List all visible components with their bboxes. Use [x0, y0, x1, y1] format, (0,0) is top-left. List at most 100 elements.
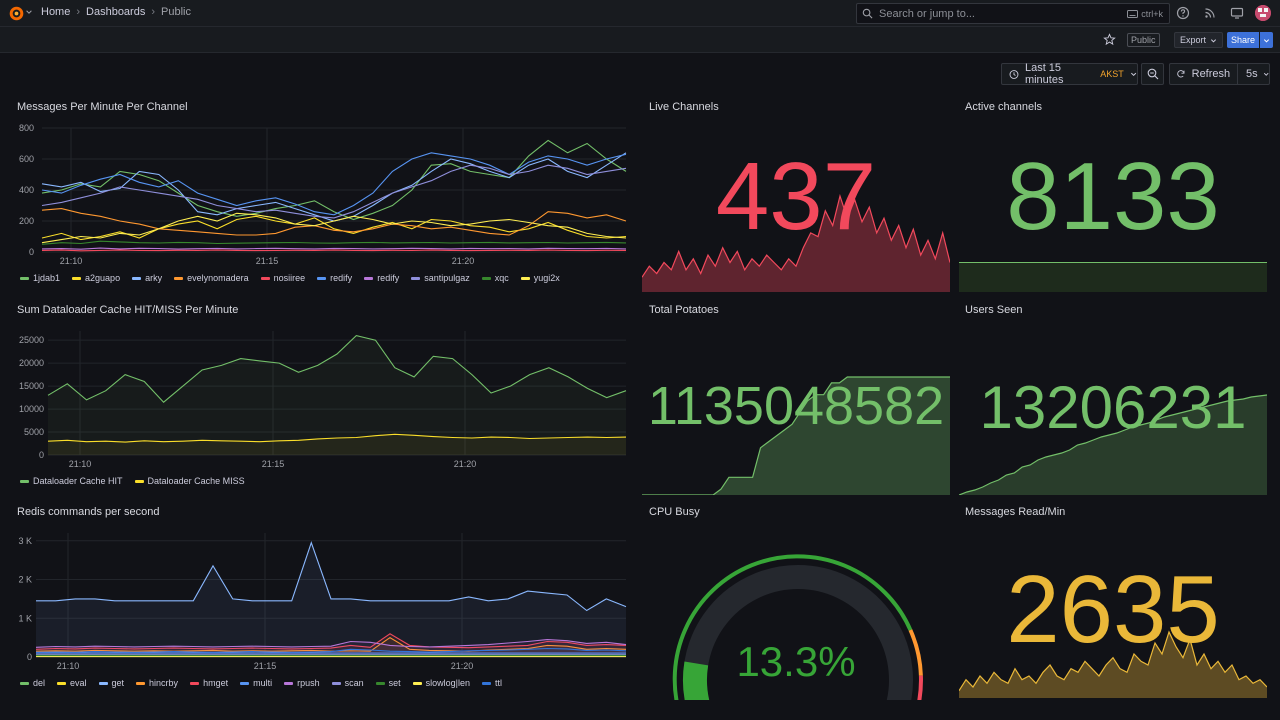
legend-label: xqc [494, 273, 509, 283]
sparkline-area [959, 632, 1267, 698]
legend-item[interactable]: arky [132, 273, 162, 283]
legend-label: Dataloader Cache MISS [147, 476, 245, 486]
legend-item[interactable]: xqc [481, 273, 509, 283]
legend-item[interactable]: eval [57, 678, 87, 688]
panel-active-channels[interactable]: Active channels 8133 [957, 95, 1269, 293]
y-tick-label: 0 [39, 450, 44, 460]
legend-item[interactable]: 1jdab1 [20, 273, 60, 283]
legend-swatch [174, 276, 184, 280]
rss-icon[interactable] [1203, 6, 1217, 20]
legend-item[interactable]: scan [331, 678, 364, 688]
chevron-down-icon [1130, 72, 1136, 77]
chevron-down-icon [1263, 38, 1270, 42]
x-tick-label: 21:15 [254, 661, 277, 671]
legend-swatch [132, 276, 142, 280]
legend-item[interactable]: rpush [284, 678, 320, 688]
legend-item[interactable]: slowlog|len [412, 678, 470, 688]
panel-redis-commands[interactable]: Redis commands per second 3 K 2 K 1 K 0 21:1… [8, 500, 632, 700]
sparkline-line [642, 376, 950, 495]
search-icon [862, 8, 873, 19]
y-tick-label: 200 [19, 216, 34, 226]
timeseries-chart[interactable]: 25000 20000 15000 10000 5000 0 21:10 21:15 21:20 [8, 323, 632, 493]
sparkline-line [959, 394, 1267, 495]
legend-item[interactable]: santipulgaz [411, 273, 470, 283]
legend-label: redify [330, 273, 353, 283]
chevron-down-icon[interactable] [25, 8, 33, 16]
series-line [35, 633, 627, 650]
top-navbar: Home › Dashboards › Public Search or jum… [0, 0, 1280, 27]
refresh-icon [1177, 70, 1185, 78]
stat-value: 8133 [1006, 143, 1220, 250]
legend-item[interactable]: evelynomadera [174, 273, 249, 283]
legend-item[interactable]: a2guapo [72, 273, 120, 283]
legend-swatch [331, 681, 341, 685]
monitor-icon[interactable] [1230, 6, 1244, 20]
legend-item[interactable]: hmget [190, 678, 228, 688]
timeseries-chart[interactable]: 800 600 400 200 0 21:10 21:15 21:20 [8, 120, 632, 290]
panel-total-potatoes[interactable]: Total Potatoes 1135048582 [641, 298, 951, 496]
series-area [36, 639, 626, 657]
sparkline [642, 193, 950, 292]
panel-title: Redis commands per second [17, 506, 160, 518]
help-icon[interactable] [1176, 6, 1190, 20]
legend-label: hincrby [149, 678, 179, 688]
timeseries-chart[interactable]: 3 K 2 K 1 K 0 21:10 21:15 21:20 [8, 525, 632, 695]
y-tick-label: 800 [19, 123, 34, 133]
share-button[interactable]: Share [1227, 32, 1259, 48]
panel-users-seen[interactable]: Users Seen 13206231 [957, 298, 1269, 496]
panel-dataloader-cache[interactable]: Sum Dataloader Cache HIT/MISS Per Minute… [8, 298, 632, 493]
breadcrumb-dashboards[interactable]: Dashboards [86, 6, 146, 18]
share-dropdown-button[interactable] [1260, 32, 1273, 48]
star-icon[interactable] [1103, 33, 1116, 46]
series-area [48, 434, 626, 455]
y-tick-label: 2 K [18, 575, 32, 585]
gauge-value: 13.3% [736, 638, 856, 685]
legend-item[interactable]: yugi2x [520, 273, 560, 283]
legend-swatch [364, 276, 374, 280]
refresh-picker[interactable]: Refresh 5s [1169, 63, 1270, 85]
legend-item[interactable]: set [375, 678, 401, 688]
zoom-out-button[interactable] [1141, 63, 1164, 85]
legend-item[interactable]: Dataloader Cache HIT [20, 476, 123, 486]
legend-swatch [260, 276, 270, 280]
legend-item[interactable]: multi [240, 678, 272, 688]
panel-title: Messages Per Minute Per Channel [17, 101, 188, 113]
panel-messages-per-minute[interactable]: Messages Per Minute Per Channel 800 600 40… [8, 95, 632, 290]
panel-title: Users Seen [965, 304, 1023, 316]
export-button[interactable]: Export [1174, 32, 1224, 48]
series-line [41, 249, 627, 252]
legend-swatch [20, 681, 29, 685]
stat-value: 437 [715, 143, 877, 250]
public-badge: Public [1127, 33, 1160, 47]
legend-item[interactable]: redify [317, 273, 352, 283]
legend-item[interactable]: hincrby [136, 678, 178, 688]
refresh-interval: 5s [1245, 68, 1258, 80]
search-input[interactable]: Search or jump to... ctrl+k [856, 3, 1170, 24]
legend-item[interactable]: del [20, 678, 45, 688]
legend-swatch [20, 276, 29, 280]
breadcrumb-home[interactable]: Home [41, 6, 71, 18]
panel-live-channels[interactable]: Live Channels 437 [641, 95, 951, 293]
legend-item[interactable]: Dataloader Cache MISS [134, 476, 245, 486]
grafana-logo-icon[interactable] [8, 5, 25, 22]
time-range-picker[interactable]: Last 15 minutes AKST [1001, 62, 1138, 86]
user-avatar[interactable] [1255, 5, 1271, 21]
legend-label: eval [70, 678, 87, 688]
legend-item[interactable]: get [98, 678, 125, 688]
series-line [41, 152, 627, 222]
panel-cpu-busy[interactable]: CPU Busy 13.3% [641, 500, 951, 700]
y-tick-label: 0 [29, 247, 34, 257]
legend-item[interactable]: nosiiree [260, 273, 305, 283]
legend-label: yugi2x [533, 273, 560, 283]
legend-item[interactable]: redify [364, 273, 399, 283]
x-tick-label: 21:10 [69, 459, 92, 469]
export-label: Export [1180, 35, 1207, 45]
panel-messages-read[interactable]: Messages Read/Min 2635 [957, 500, 1269, 700]
x-tick-label: 21:15 [262, 459, 285, 469]
sparkline-flat [959, 262, 1267, 292]
series-area [36, 542, 626, 657]
series-area [48, 335, 626, 455]
legend-label: get [111, 678, 125, 688]
legend-label: ttl [495, 678, 503, 688]
legend-item[interactable]: ttl [482, 678, 502, 688]
